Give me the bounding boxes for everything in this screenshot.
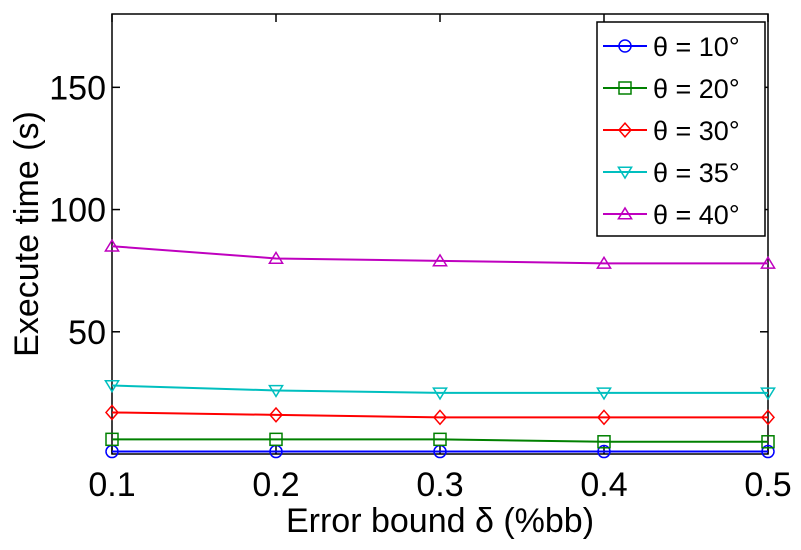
series-line <box>111 245 768 265</box>
data-point <box>760 255 776 269</box>
x-tick-label: 0.5 <box>744 466 791 504</box>
legend-entry: θ = 35° <box>603 158 740 188</box>
legend-entry: θ = 30° <box>603 116 740 146</box>
data-point <box>105 432 119 447</box>
data-point <box>597 409 611 426</box>
data-point <box>761 409 775 426</box>
legend-marker <box>618 39 632 53</box>
data-point <box>269 406 283 423</box>
y-tick-label: 50 <box>68 314 106 352</box>
y-tick-label: 100 <box>49 192 106 230</box>
y-ticks: 50 100 150 <box>49 69 768 352</box>
legend-marker <box>617 166 633 180</box>
legend-marker <box>618 121 632 139</box>
data-point <box>760 387 776 401</box>
legend-entry: θ = 10° <box>603 32 740 62</box>
data-point <box>433 432 447 447</box>
series-group <box>104 238 776 459</box>
x-tick-label: 0.1 <box>88 466 135 504</box>
series-3 <box>104 380 776 401</box>
data-point <box>104 238 120 252</box>
x-tick-label: 0.3 <box>416 466 463 504</box>
data-point <box>269 432 283 447</box>
series-2 <box>105 404 775 426</box>
data-point <box>268 384 284 398</box>
data-point <box>761 435 775 449</box>
legend-marker <box>617 206 633 220</box>
legend-entry: θ = 40° <box>603 200 740 230</box>
legend-label: θ = 40° <box>653 200 740 230</box>
series-1 <box>105 432 775 449</box>
data-point <box>596 387 612 401</box>
data-point <box>597 435 611 449</box>
x-axis-label: Error bound δ (%bb) <box>286 502 594 540</box>
legend-entry: θ = 20° <box>603 74 740 104</box>
legend-label: θ = 30° <box>653 116 740 146</box>
series-4 <box>104 238 776 269</box>
y-axis-label: Execute time (s) <box>8 111 46 357</box>
legend-label: θ = 10° <box>653 32 740 62</box>
x-ticks: 0.1 0.2 0.3 0.4 0.5 <box>88 14 792 504</box>
x-tick-label: 0.2 <box>252 466 299 504</box>
legend-label: θ = 35° <box>653 158 740 188</box>
series-line <box>111 384 768 394</box>
data-point <box>432 253 448 267</box>
data-point <box>105 404 119 421</box>
series-line <box>111 411 768 419</box>
data-point <box>761 444 775 459</box>
data-point <box>432 387 448 401</box>
data-point <box>597 444 611 459</box>
data-point <box>596 255 612 269</box>
data-point <box>104 380 120 393</box>
x-tick-label: 0.4 <box>580 466 627 504</box>
series-line <box>112 438 768 443</box>
data-point <box>433 409 447 426</box>
data-point <box>268 251 284 264</box>
y-tick-label: 150 <box>49 69 106 107</box>
legend: θ = 10° θ = 20° θ = 30° θ = 35° θ = 40° <box>596 21 766 237</box>
legend-label: θ = 20° <box>653 74 740 104</box>
legend-marker <box>618 81 632 95</box>
